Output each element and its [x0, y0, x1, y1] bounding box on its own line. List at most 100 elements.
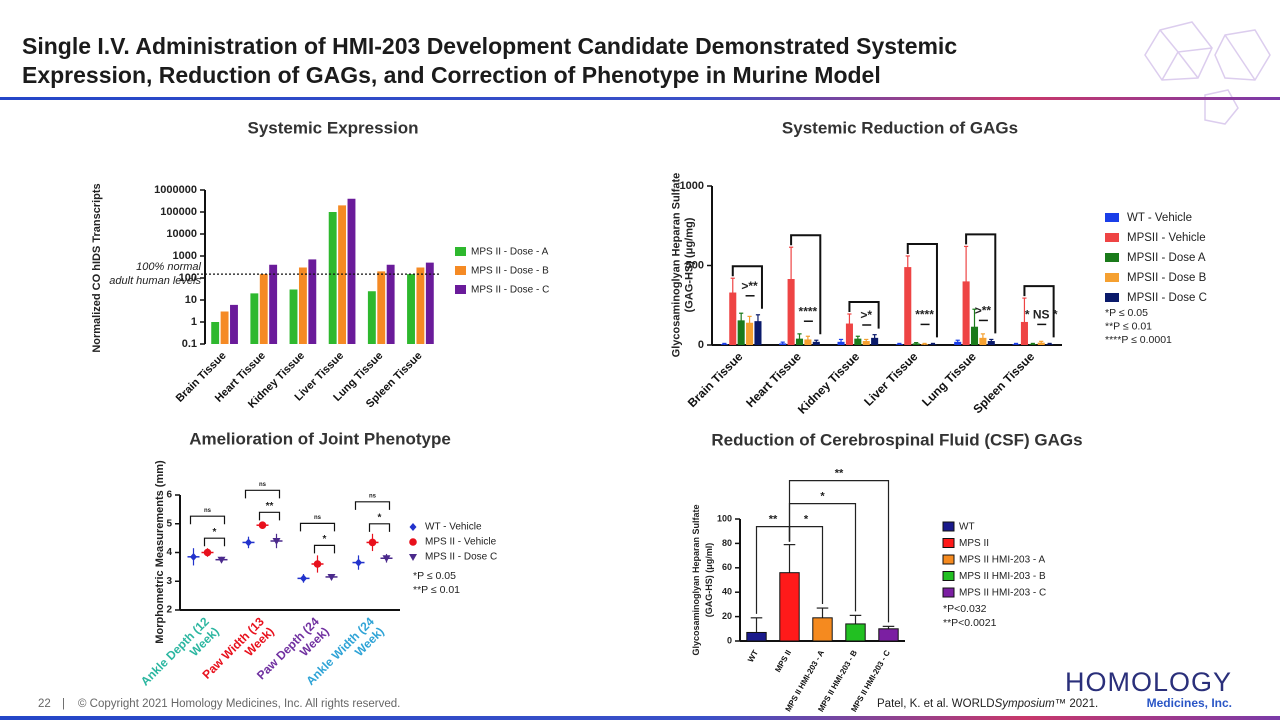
bar: [912, 343, 920, 345]
y-tick-label: 5: [166, 518, 172, 529]
significance-label: *: [820, 491, 825, 503]
bar: [720, 344, 728, 345]
polyhedron-edge: [1177, 51, 1199, 79]
polyhedron-edge: [1159, 29, 1213, 53]
x-tick-label: Heart Tissue: [743, 349, 804, 410]
y-tick-label: 3: [166, 576, 172, 587]
bar: [845, 323, 853, 345]
significance-label: *: [323, 534, 327, 545]
bar: [979, 337, 987, 345]
marker: [217, 556, 226, 564]
bar: [987, 341, 995, 345]
y-tick-label: 10000: [166, 228, 197, 240]
bar: [862, 341, 870, 345]
y-tick-label: 1000: [173, 250, 197, 262]
x-tick-label: Spleen Tissue: [970, 349, 1037, 416]
legend-swatch: [942, 571, 955, 581]
y-tick-label: 0: [727, 635, 732, 645]
bar: [878, 628, 899, 642]
bar: [929, 344, 937, 345]
significance-label: >**: [975, 304, 992, 318]
y-tick-label: 10: [185, 294, 197, 306]
title-rule: [0, 97, 1280, 100]
y-tick-label: 500: [686, 259, 704, 271]
bar: [746, 631, 767, 642]
marker: [190, 552, 197, 561]
legend-swatch: [455, 266, 466, 275]
marker: [272, 538, 281, 545]
legend-label: MPS II - Dose C: [425, 552, 497, 563]
legend-label: MPS II HMI-203 - B: [959, 571, 1046, 582]
significance-bracket: [299, 522, 336, 532]
footnote: **P<0.0021: [943, 617, 997, 629]
significance-bracket: [258, 511, 281, 521]
y-tick-label: 100000: [160, 206, 197, 218]
reference-label: 100% normal: [136, 261, 201, 273]
significance-bracket: [906, 242, 938, 338]
y-axis-label: (GAG-HS) (μg/ml): [704, 543, 714, 618]
significance-label: >*: [860, 308, 872, 322]
x-tick-label-group: Kidney Tissue: [795, 349, 863, 417]
y-tick-label: 4: [166, 547, 172, 558]
bar: [308, 259, 317, 344]
polyhedron-edge: [1224, 34, 1256, 81]
slide-title: Expression, Reduction of GAGs, and Corre…: [22, 62, 881, 88]
bar: [1029, 344, 1037, 345]
legend-swatch: [1105, 273, 1119, 282]
x-tick-label: Brain Tissue: [685, 349, 746, 410]
bar: [812, 617, 833, 642]
legend-label: WT - Vehicle: [1127, 212, 1192, 224]
y-tick-label: 0.1: [182, 338, 197, 350]
citation: Patel, K. et al. WORLDSymposium™ 2021.: [877, 698, 1098, 710]
y-tick-label: 1000: [680, 180, 704, 192]
x-tick-label: MPS II: [773, 649, 793, 674]
bar: [1046, 344, 1054, 345]
significance-label: >**: [741, 279, 758, 293]
slide-title: Single I.V. Administration of HMI-203 De…: [22, 33, 957, 59]
marker: [382, 555, 391, 563]
chart-title: Systemic Expression: [247, 118, 418, 137]
footnote: *P ≤ 0.05: [1105, 307, 1148, 319]
significance-bracket: [368, 523, 391, 532]
marker: [245, 538, 252, 547]
legend-swatch: [455, 285, 466, 294]
significance-bracket: [848, 300, 880, 329]
significance-label: *: [804, 514, 809, 526]
significance-bracket: [244, 489, 281, 499]
polyhedron-edge: [1161, 51, 1179, 81]
bar: [416, 267, 425, 344]
bar: [812, 341, 820, 345]
citation-part: Symposium: [995, 698, 1055, 710]
x-tick-label-group: Brain Tissue: [685, 349, 746, 410]
chart-title: Reduction of Cerebrospinal Fluid (CSF) G…: [711, 430, 1082, 449]
significance-label: *: [378, 512, 382, 523]
y-axis-label: Morphometric Measurements (mm): [154, 460, 166, 644]
bar: [377, 271, 386, 344]
bar: [804, 339, 812, 345]
y-tick-label: 0: [698, 339, 704, 351]
significance-bracket: [788, 480, 890, 623]
significance-bracket: [203, 537, 226, 547]
legend-label: MPS II HMI-203 - C: [959, 588, 1046, 599]
legend-label: WT: [959, 522, 975, 533]
legend-label: MPSII - Dose C: [1127, 292, 1207, 304]
bar: [854, 338, 862, 345]
marker: [258, 521, 267, 529]
bar: [289, 289, 298, 344]
footnote: *P ≤ 0.05: [413, 570, 456, 582]
significance-bracket: [1023, 285, 1055, 338]
bar: [845, 623, 866, 642]
legend-swatch: [1105, 253, 1119, 262]
footnote: **P ≤ 0.01: [413, 584, 460, 596]
x-tick-label: Kidney Tissue: [795, 349, 863, 417]
bar: [1020, 321, 1028, 345]
bar: [962, 281, 970, 345]
x-tick-label-group: Liver Tissue: [861, 349, 920, 408]
y-tick-label: 100: [179, 272, 197, 284]
y-tick-label: 100: [717, 513, 732, 523]
y-tick-label: 1: [191, 316, 197, 328]
bar: [754, 321, 762, 345]
significance-bracket: [354, 501, 391, 510]
marker: [409, 523, 417, 531]
